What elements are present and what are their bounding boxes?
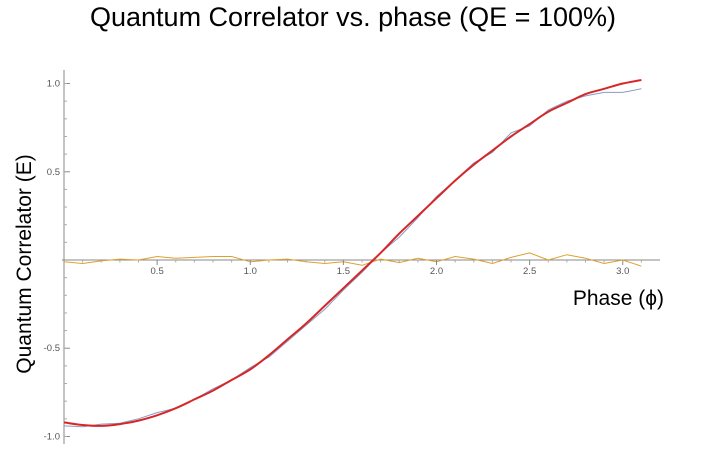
x-tick-label-4: 2.5 (523, 266, 536, 277)
ticks-layer: 0.5 1.0 1.5 2.0 2.5 3.0 -1.0 -0.5 0.5 1.0 (44, 79, 642, 442)
y-axis-title: Quantum Correlator (E) (13, 154, 36, 373)
x-tick-label-2: 1.5 (337, 266, 350, 277)
x-axis-title: Phase (ϕ) (573, 287, 664, 310)
x-tick-label-0: 0.5 (151, 266, 164, 277)
x-tick-label-5: 3.0 (616, 266, 629, 277)
y-tick-label-0: -1.0 (44, 431, 60, 442)
x-tick-label-1: 1.0 (244, 266, 257, 277)
chart-title: Quantum Correlator vs. phase (QE = 100%) (90, 2, 616, 32)
axes (62, 70, 660, 444)
series-layer (63, 79, 642, 428)
series-line-0 (63, 79, 642, 427)
y-tick-label-3: 1.0 (47, 79, 60, 90)
x-tick-label-3: 2.0 (430, 266, 443, 277)
series-line-2 (63, 252, 642, 267)
y-tick-label-1: -0.5 (44, 343, 60, 354)
y-tick-label-2: 0.5 (47, 167, 60, 178)
